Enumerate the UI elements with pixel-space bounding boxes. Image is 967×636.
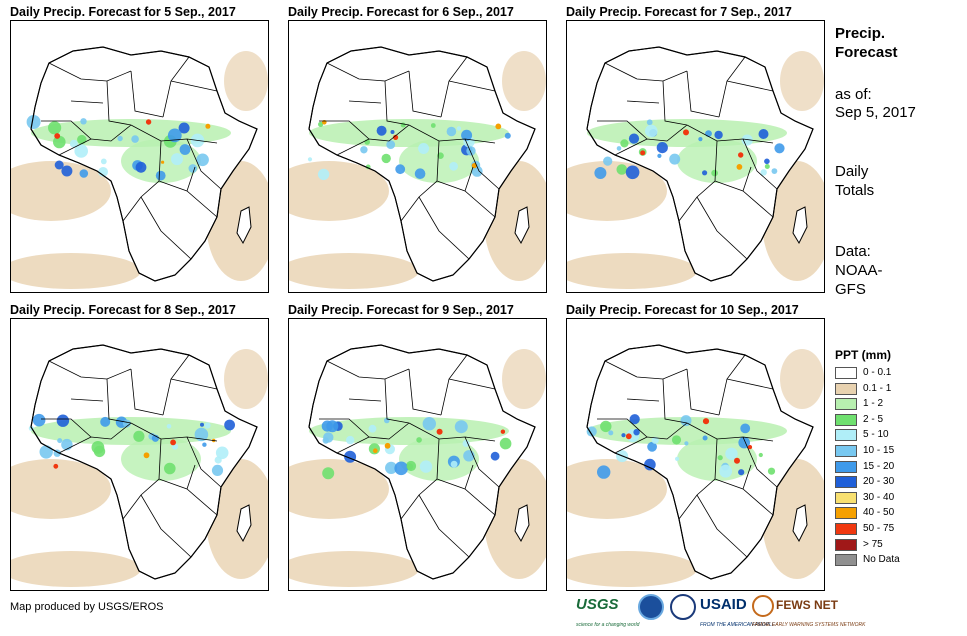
fews-logo-text: FEWS NET [776, 598, 838, 612]
legend-swatch [835, 491, 857, 504]
precip-map [566, 20, 825, 293]
legend-swatch [835, 554, 857, 567]
panel-title: Daily Precip. Forecast for 10 Sep., 2017 [566, 303, 799, 317]
legend-item: 2 - 5 [835, 413, 945, 428]
usaid-logo: USAID FROM THE AMERICAN PEOPLE [700, 594, 775, 628]
legend-item: 50 - 75 [835, 522, 945, 537]
usaid-logo-text: USAID [700, 596, 747, 613]
legend-label: 5 - 10 [863, 429, 889, 441]
asof-date: Sep 5, 2017 [835, 104, 916, 121]
legend-swatch [835, 476, 857, 489]
map-panel-sep-5: Daily Precip. Forecast for 5 Sep., 2017 [10, 4, 274, 294]
legend-label: 40 - 50 [863, 507, 895, 519]
africa-map-svg [567, 319, 824, 590]
legend-swatch [835, 507, 857, 520]
legend-label: 20 - 30 [863, 476, 895, 488]
fews-tagline: FAMINE EARLY WARNING SYSTEMS NETWORK [752, 622, 866, 628]
legend-label: 50 - 75 [863, 523, 895, 534]
precip-map [288, 318, 547, 591]
precip-map [566, 318, 825, 591]
legend-item: 10 - 15 [835, 444, 945, 459]
precip-map [10, 20, 269, 293]
panel-title: Daily Precip. Forecast for 8 Sep., 2017 [10, 303, 236, 317]
africa-map-svg [289, 21, 546, 292]
data-line2: NOAA- [835, 262, 883, 279]
sidebar-heading-line1: Precip. [835, 25, 886, 42]
legend-item: 5 - 10 [835, 428, 945, 443]
legend-label: 10 - 15 [863, 445, 895, 456]
totals-line1: Daily [835, 163, 869, 180]
legend-swatch [835, 413, 857, 426]
legend-label: 15 - 20 [863, 460, 895, 472]
legend-item: > 75 [835, 538, 945, 553]
legend-label: 1 - 2 [863, 398, 884, 410]
partner-logos: USGS science for a changing world USAID … [576, 594, 865, 628]
legend-item: 15 - 20 [835, 460, 945, 475]
africa-map-svg [289, 319, 546, 590]
legend-item: 1 - 2 [835, 397, 945, 412]
legend-swatch [835, 445, 857, 457]
usgs-logo: USGS science for a changing world [576, 594, 639, 628]
legend-item: 0 - 0.1 [835, 366, 945, 381]
legend-label: > 75 [863, 538, 883, 550]
precip-map [288, 20, 547, 293]
legend-label: No Data [863, 554, 900, 566]
panel-title: Daily Precip. Forecast for 5 Sep., 2017 [10, 5, 236, 19]
asof-label: as of: [835, 86, 872, 103]
africa-map-svg [11, 319, 268, 590]
usaid-seal-icon [670, 594, 696, 620]
legend-swatch [835, 367, 857, 379]
legend-item: 0.1 - 1 [835, 382, 945, 397]
map-panel-sep-8: Daily Precip. Forecast for 8 Sep., 2017 [10, 302, 274, 592]
map-panel-sep-9: Daily Precip. Forecast for 9 Sep., 2017 [288, 302, 552, 592]
legend-swatch [835, 523, 857, 535]
legend-label: 0 - 0.1 [863, 367, 892, 378]
sidebar-heading-line2: Forecast [835, 44, 898, 61]
legend-label: 0.1 - 1 [863, 382, 892, 394]
map-panel-sep-6: Daily Precip. Forecast for 6 Sep., 2017 [288, 4, 552, 294]
africa-map-svg [567, 21, 824, 292]
legend-item: No Data [835, 553, 945, 568]
noaa-logo-icon [638, 594, 664, 620]
totals-line2: Totals [835, 182, 875, 199]
usgs-logo-text: USGS [576, 596, 619, 613]
africa-map-svg [11, 21, 268, 292]
data-line3: GFS [835, 281, 866, 298]
legend-swatch [835, 429, 857, 442]
data-line1: Data: [835, 243, 871, 260]
precip-map [10, 318, 269, 591]
legend-item: 40 - 50 [835, 506, 945, 521]
panel-title: Daily Precip. Forecast for 9 Sep., 2017 [288, 303, 514, 317]
legend-item: 30 - 40 [835, 491, 945, 506]
fews-logo: FEWS NET FAMINE EARLY WARNING SYSTEMS NE… [752, 594, 865, 628]
legend-title: PPT (mm) [835, 348, 892, 362]
legend-item: 20 - 30 [835, 475, 945, 490]
panel-title: Daily Precip. Forecast for 6 Sep., 2017 [288, 5, 514, 19]
legend-label: 30 - 40 [863, 491, 895, 503]
map-credit: Map produced by USGS/EROS [10, 601, 164, 613]
fews-globe-icon [752, 595, 774, 617]
map-panel-sep-10: Daily Precip. Forecast for 10 Sep., 2017 [566, 302, 830, 592]
legend-label: 2 - 5 [863, 413, 884, 425]
legend-swatch [835, 538, 857, 551]
usgs-tagline: science for a changing world [576, 622, 640, 628]
usaid-tagline: FROM THE AMERICAN PEOPLE [700, 622, 776, 628]
map-panel-sep-7: Daily Precip. Forecast for 7 Sep., 2017 [566, 4, 830, 294]
legend-swatch [835, 460, 857, 473]
panel-title: Daily Precip. Forecast for 7 Sep., 2017 [566, 5, 792, 19]
legend-swatch [835, 382, 857, 395]
legend-swatch [835, 398, 857, 411]
